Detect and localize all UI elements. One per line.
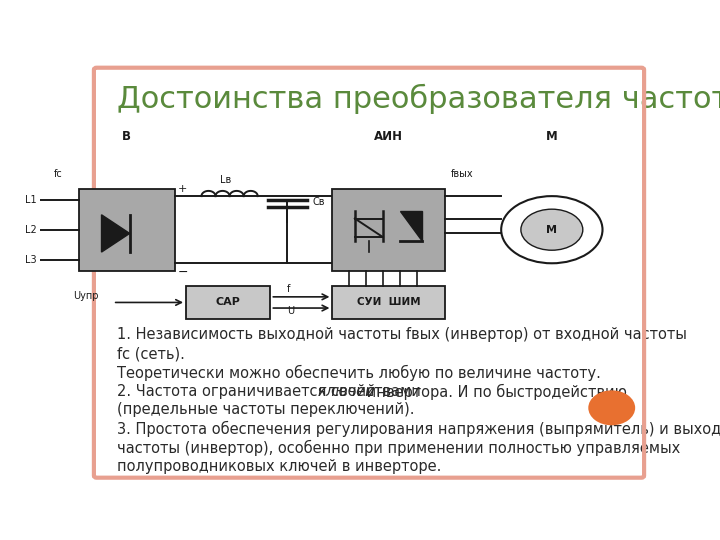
Bar bbox=[333, 286, 445, 319]
Circle shape bbox=[588, 390, 635, 426]
Text: Достоинства преобразователя частоты: Достоинства преобразователя частоты bbox=[117, 84, 720, 114]
Text: частоты (инвертор), особенно при применении полностью управляемых: частоты (инвертор), особенно при примене… bbox=[117, 440, 680, 456]
Text: Uупр: Uупр bbox=[73, 291, 99, 301]
Circle shape bbox=[501, 196, 603, 264]
Text: полупроводниковых ключей в инверторе.: полупроводниковых ключей в инверторе. bbox=[117, 458, 441, 474]
Text: АИН: АИН bbox=[374, 130, 403, 143]
Text: fc: fc bbox=[54, 170, 63, 179]
Bar bbox=[79, 188, 175, 271]
Text: Lв: Lв bbox=[220, 175, 231, 185]
Text: M: M bbox=[546, 130, 558, 143]
Bar bbox=[333, 188, 445, 271]
Text: ключей: ключей bbox=[318, 384, 375, 399]
Text: fвых: fвых bbox=[451, 170, 473, 179]
Bar bbox=[186, 286, 271, 319]
Text: M: M bbox=[546, 225, 557, 235]
Text: L1: L1 bbox=[25, 195, 37, 205]
Text: СУИ  ШИМ: СУИ ШИМ bbox=[357, 298, 420, 307]
Circle shape bbox=[521, 209, 582, 250]
Polygon shape bbox=[400, 211, 423, 241]
Text: U: U bbox=[287, 306, 294, 316]
Text: Cв: Cв bbox=[312, 198, 325, 207]
Polygon shape bbox=[102, 215, 130, 252]
Text: Теоретически можно обеспечить любую по величине частоту.: Теоретически можно обеспечить любую по в… bbox=[117, 365, 600, 381]
Text: f: f bbox=[287, 285, 291, 294]
Text: 3. Простота обеспечения регулирования напряжения (выпрямитель) и выходной: 3. Простота обеспечения регулирования на… bbox=[117, 421, 720, 437]
Text: В: В bbox=[122, 130, 131, 143]
Text: 2. Частота ограничивается свойствами: 2. Частота ограничивается свойствами bbox=[117, 384, 426, 399]
Text: САР: САР bbox=[216, 298, 240, 307]
Text: +: + bbox=[178, 184, 187, 194]
Text: L2: L2 bbox=[25, 225, 37, 235]
Text: инвертора. И по быстродействию: инвертора. И по быстродействию bbox=[361, 384, 626, 400]
Text: L3: L3 bbox=[25, 254, 37, 265]
Text: 1. Независимость выходной частоты fвых (инвертор) от входной частоты: 1. Независимость выходной частоты fвых (… bbox=[117, 327, 687, 342]
Text: (предельные частоты переключений).: (предельные частоты переключений). bbox=[117, 402, 414, 417]
Text: fc (сеть).: fc (сеть). bbox=[117, 346, 184, 361]
Text: −: − bbox=[178, 266, 188, 279]
